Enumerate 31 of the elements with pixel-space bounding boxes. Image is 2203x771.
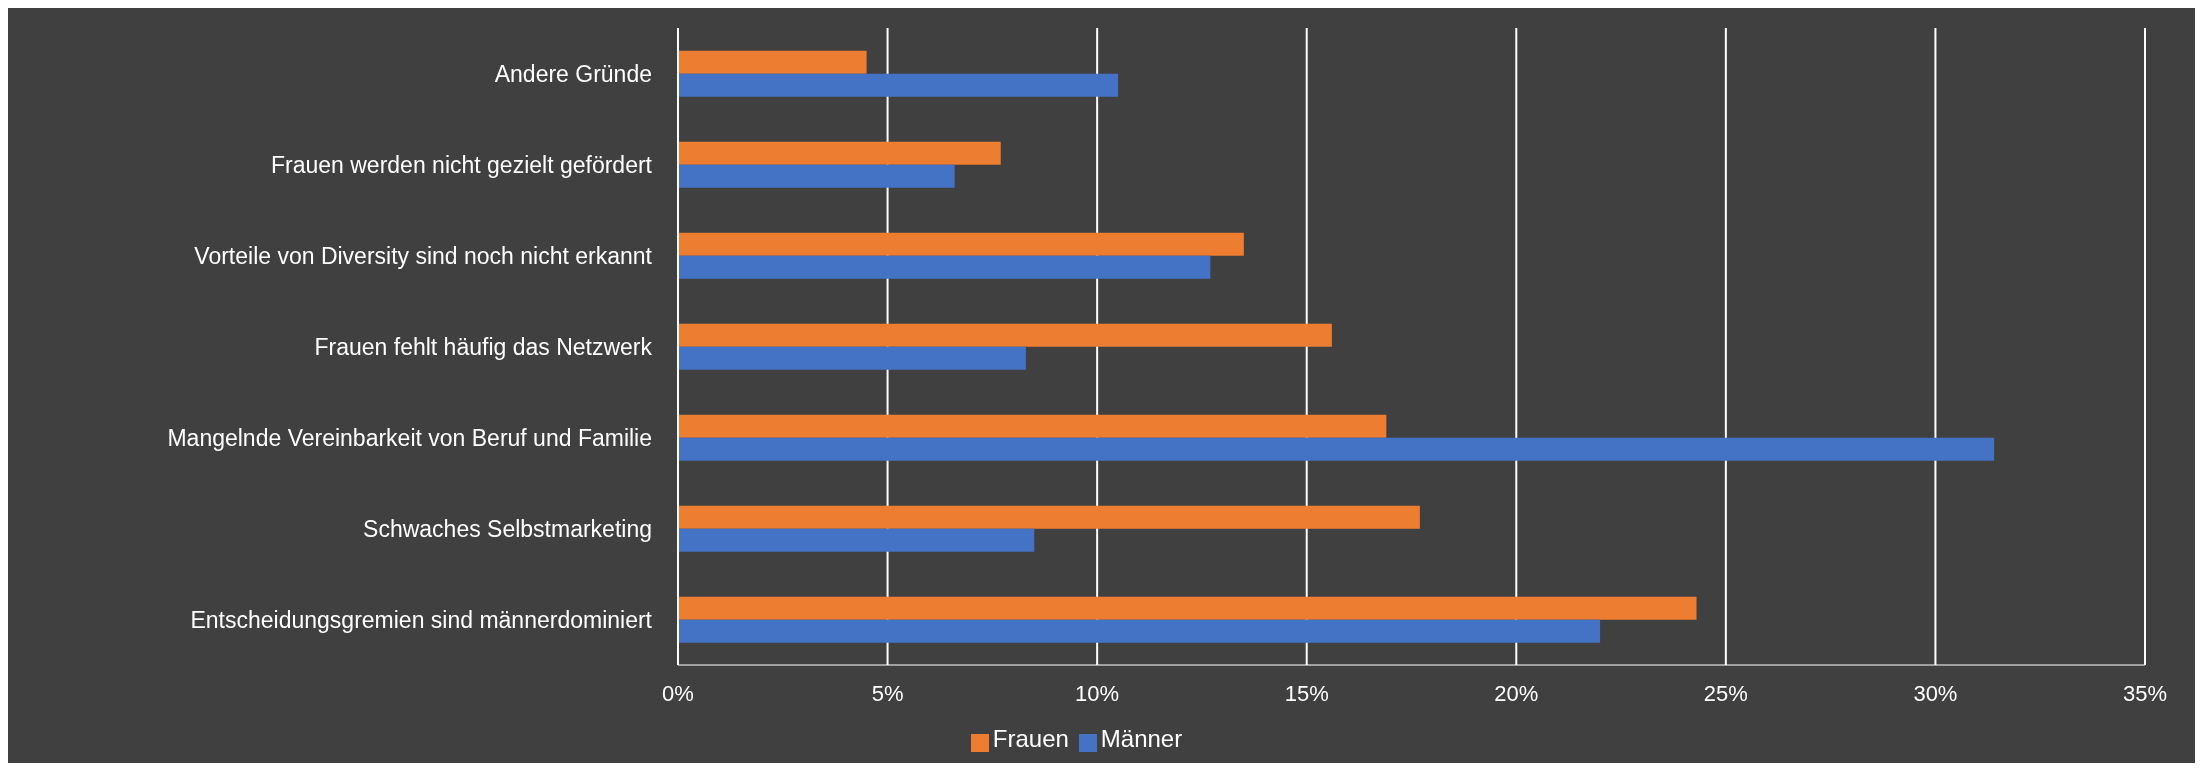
bar xyxy=(678,73,1119,97)
legend-label: Frauen xyxy=(992,725,1069,752)
y-tick-label: Frauen werden nicht gezielt gefördert xyxy=(271,151,653,178)
bar xyxy=(678,346,1026,370)
bar xyxy=(678,323,1332,347)
x-tick-label: 20% xyxy=(1494,680,1539,706)
bar xyxy=(678,437,1995,461)
x-tick-label: 5% xyxy=(871,680,904,706)
bar xyxy=(678,414,1387,438)
bar xyxy=(678,619,1601,643)
y-tick-label: Schwaches Selbstmarketing xyxy=(363,515,652,542)
bar xyxy=(678,528,1035,552)
x-tick-label: 10% xyxy=(1075,680,1120,706)
bar xyxy=(678,596,1697,620)
bar xyxy=(678,505,1420,529)
x-tick-label: 25% xyxy=(1703,680,1748,706)
x-tick-label: 30% xyxy=(1913,680,1958,706)
y-tick-label: Andere Gründe xyxy=(494,60,652,87)
x-tick-label: 35% xyxy=(2122,680,2168,706)
bar xyxy=(678,50,867,74)
bar xyxy=(678,232,1244,256)
bar xyxy=(678,164,955,188)
x-tick-label: 15% xyxy=(1284,680,1329,706)
bar xyxy=(678,255,1211,279)
bar xyxy=(678,141,1001,165)
legend-label: Männer xyxy=(1100,725,1183,752)
x-tick-label: 0% xyxy=(662,680,694,706)
y-tick-label: Frauen fehlt häufig das Netzwerk xyxy=(314,333,653,360)
y-tick-label: Vorteile von Diversity sind noch nicht erkannt xyxy=(194,242,653,269)
y-tick-label: Entscheidungsgremien sind männerdominiert xyxy=(190,606,653,633)
y-tick-label: Mangelnde Vereinbarkeit von Beruf und Familie xyxy=(167,424,652,451)
